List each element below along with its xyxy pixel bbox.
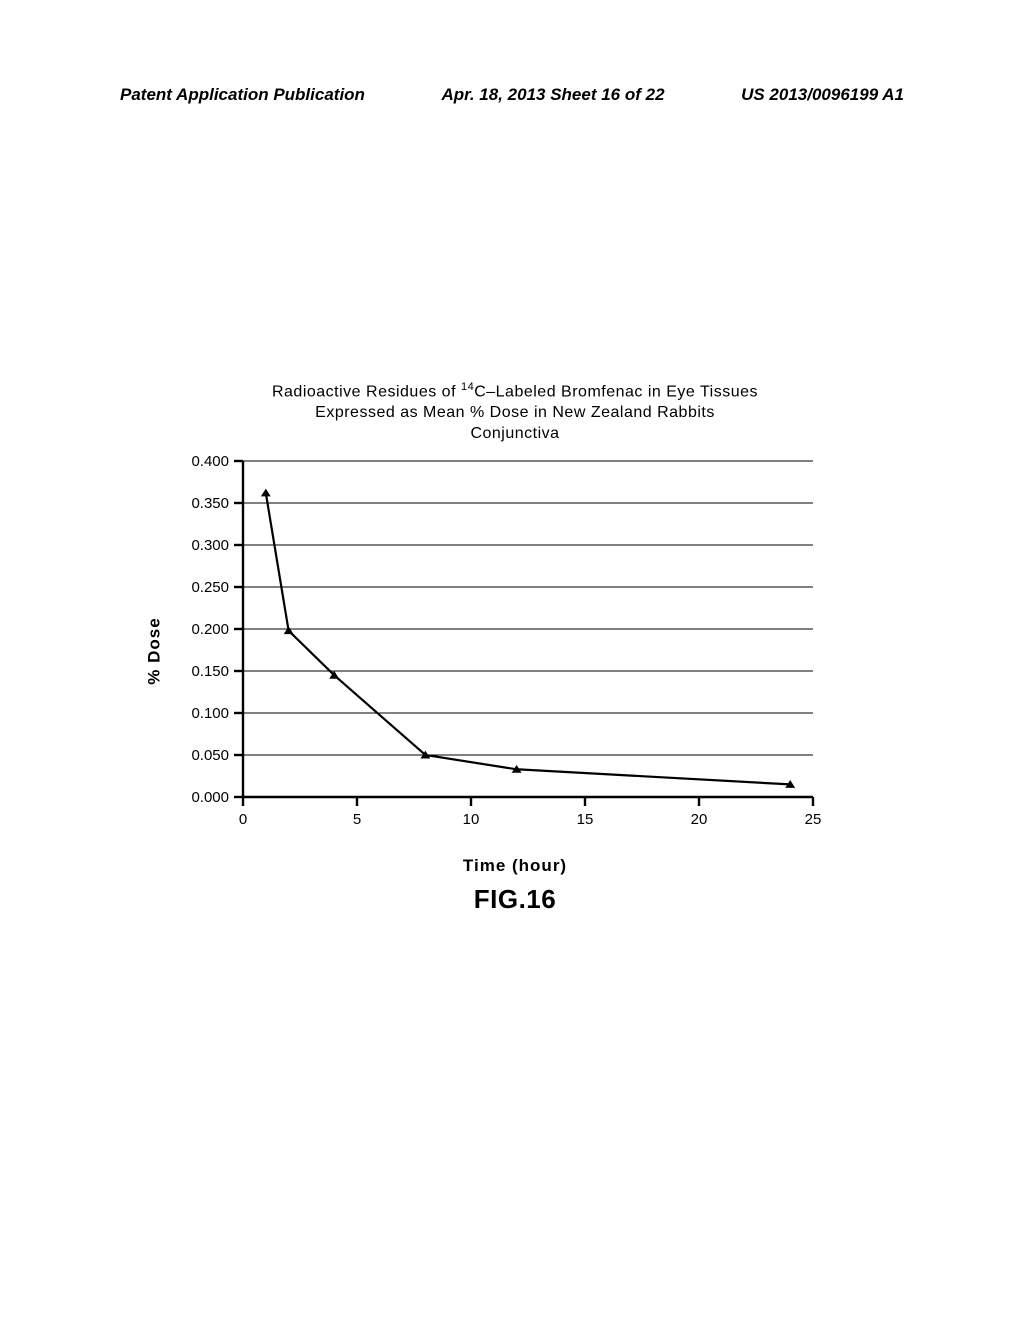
title-line3: Conjunctiva [470,425,559,442]
svg-text:15: 15 [577,811,594,828]
svg-text:0.050: 0.050 [191,747,229,764]
header-right: US 2013/0096199 A1 [741,85,904,105]
svg-text:0.200: 0.200 [191,621,229,638]
svg-text:0.150: 0.150 [191,663,229,680]
svg-text:0.250: 0.250 [191,579,229,596]
header-center: Apr. 18, 2013 Sheet 16 of 22 [442,85,665,105]
svg-text:0.350: 0.350 [191,495,229,512]
svg-text:10: 10 [463,811,480,828]
svg-text:0: 0 [239,811,247,828]
svg-text:0.400: 0.400 [191,453,229,470]
page: Patent Application Publication Apr. 18, … [0,0,1024,1320]
svg-text:25: 25 [805,811,822,828]
x-axis-label: Time (hour) [165,856,865,876]
chart-svg: 0.000 0.050 0.100 0.150 0.200 0.250 0.300 0.350… [165,451,865,847]
chart-title: Radioactive Residues of 14C–Labeled Brom… [165,380,865,445]
y-axis-label: % Dose [145,618,165,685]
svg-text:20: 20 [691,811,708,828]
svg-text:0.000: 0.000 [191,789,229,806]
title-line1-sup: 14 [461,381,474,393]
chart-container: Radioactive Residues of 14C–Labeled Brom… [165,380,865,915]
patent-header: Patent Application Publication Apr. 18, … [120,85,904,105]
svg-text:5: 5 [353,811,361,828]
svg-text:0.300: 0.300 [191,537,229,554]
title-line1-post: C–Labeled Bromfenac in Eye Tissues [474,383,758,400]
figure-label: FIG.16 [165,884,865,915]
svg-text:0.100: 0.100 [191,705,229,722]
title-line2: Expressed as Mean % Dose in New Zealand … [315,404,715,421]
chart-plot-wrap: % Dose 0.0000.0500.1000.1500.2000.2500.3… [165,451,865,852]
header-left: Patent Application Publication [120,85,365,105]
title-line1-pre: Radioactive Residues of [272,383,461,400]
